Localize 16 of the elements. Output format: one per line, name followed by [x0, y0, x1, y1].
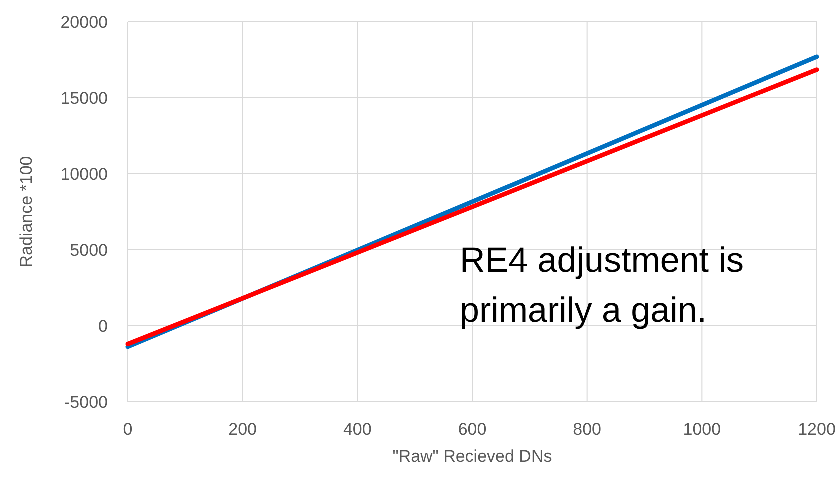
y-tick-label: 15000: [60, 89, 108, 108]
x-tick-label: 1200: [798, 420, 836, 439]
y-tick-label: 0: [98, 317, 108, 336]
y-tick-label: -5000: [64, 393, 108, 412]
x-tick-label: 400: [343, 420, 372, 439]
y-tick-label: 20000: [60, 13, 108, 32]
x-tick-label: 800: [573, 420, 602, 439]
annotation: RE4 adjustment is primarily a gain.: [460, 241, 744, 330]
x-tick-label: 600: [458, 420, 487, 439]
y-axis-title: Radiance *100: [17, 156, 36, 268]
y-tick-label: 5000: [70, 241, 108, 260]
x-tick-label: 1000: [683, 420, 722, 439]
y-tick-label: 10000: [60, 165, 108, 184]
x-axis-title: "Raw" Recieved DNs: [392, 447, 552, 466]
x-tick-label: 0: [123, 420, 133, 439]
x-tick-label: 200: [228, 420, 258, 439]
